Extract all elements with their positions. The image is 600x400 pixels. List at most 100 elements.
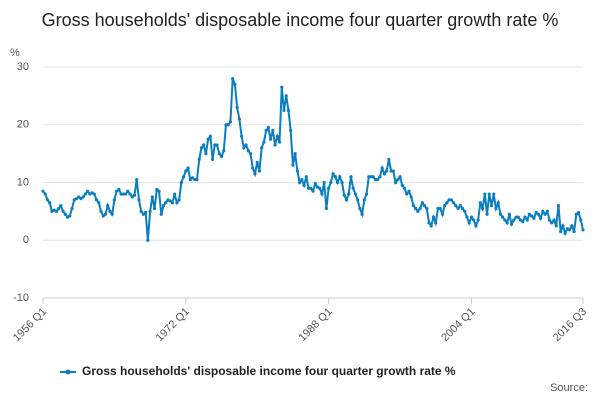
point — [518, 218, 523, 222]
point — [311, 189, 315, 193]
point — [61, 209, 65, 213]
point — [99, 209, 103, 213]
point — [514, 215, 518, 219]
point — [385, 169, 389, 173]
point — [574, 212, 578, 216]
point — [148, 209, 152, 213]
point — [257, 169, 262, 173]
point — [222, 149, 226, 153]
point — [327, 186, 331, 190]
point — [199, 146, 204, 150]
point — [106, 204, 110, 208]
point — [416, 209, 420, 213]
point — [97, 201, 101, 205]
point — [103, 212, 108, 216]
point — [233, 82, 237, 86]
point — [123, 192, 128, 196]
point — [353, 192, 357, 196]
point — [300, 178, 304, 182]
point — [152, 206, 157, 211]
point — [373, 178, 378, 182]
point — [358, 206, 362, 211]
point — [304, 175, 308, 179]
point — [568, 228, 572, 232]
point — [400, 183, 404, 187]
point — [411, 204, 416, 208]
point — [492, 192, 496, 196]
point — [509, 222, 514, 226]
point — [454, 204, 458, 208]
point — [302, 183, 306, 187]
point — [483, 192, 487, 196]
point — [472, 218, 476, 222]
point — [190, 176, 195, 180]
point — [579, 218, 583, 222]
point — [534, 210, 538, 215]
point — [242, 146, 246, 150]
point — [289, 128, 293, 133]
point — [344, 198, 349, 202]
point — [139, 209, 143, 213]
y-tick-label: 10 — [17, 176, 29, 188]
point — [440, 212, 445, 216]
point — [581, 228, 585, 232]
point — [54, 209, 58, 213]
point — [349, 175, 353, 179]
y-tick-label: -10 — [13, 292, 29, 304]
point — [335, 180, 340, 185]
point — [422, 204, 427, 208]
point — [255, 160, 259, 164]
point — [284, 94, 288, 98]
point — [498, 212, 503, 216]
point — [181, 175, 186, 179]
y-tick-label: 30 — [17, 61, 29, 73]
point — [202, 143, 206, 147]
point — [286, 108, 291, 112]
point — [530, 214, 534, 218]
point — [92, 192, 96, 196]
point — [83, 192, 87, 196]
point — [382, 172, 387, 176]
source: Source: — [550, 382, 588, 394]
point — [474, 224, 478, 228]
point — [525, 218, 529, 222]
point — [193, 178, 197, 182]
point — [262, 140, 266, 144]
point — [63, 212, 67, 216]
point — [387, 157, 391, 161]
point — [465, 215, 469, 219]
point — [41, 189, 45, 193]
point — [173, 192, 177, 196]
point — [235, 105, 239, 110]
point — [342, 193, 346, 197]
point — [237, 117, 241, 121]
point — [260, 146, 264, 150]
point — [77, 195, 81, 199]
point — [427, 221, 431, 225]
point — [306, 186, 311, 190]
point — [132, 193, 137, 197]
point — [170, 201, 175, 205]
point — [161, 204, 166, 208]
point — [329, 180, 333, 185]
point — [351, 186, 355, 190]
point — [322, 180, 326, 185]
point — [478, 201, 482, 205]
point — [43, 192, 47, 196]
point — [425, 206, 429, 211]
point — [463, 209, 467, 213]
point — [391, 169, 395, 173]
point — [219, 154, 224, 159]
point — [155, 187, 159, 192]
chart-title: Gross households' disposable income four… — [41, 10, 559, 30]
point — [264, 128, 268, 133]
point — [576, 210, 581, 215]
point — [496, 201, 500, 205]
point — [458, 204, 462, 208]
point — [547, 218, 552, 222]
point — [110, 212, 114, 216]
point — [126, 189, 130, 193]
point — [74, 197, 79, 201]
point — [298, 180, 302, 185]
point — [231, 76, 235, 81]
